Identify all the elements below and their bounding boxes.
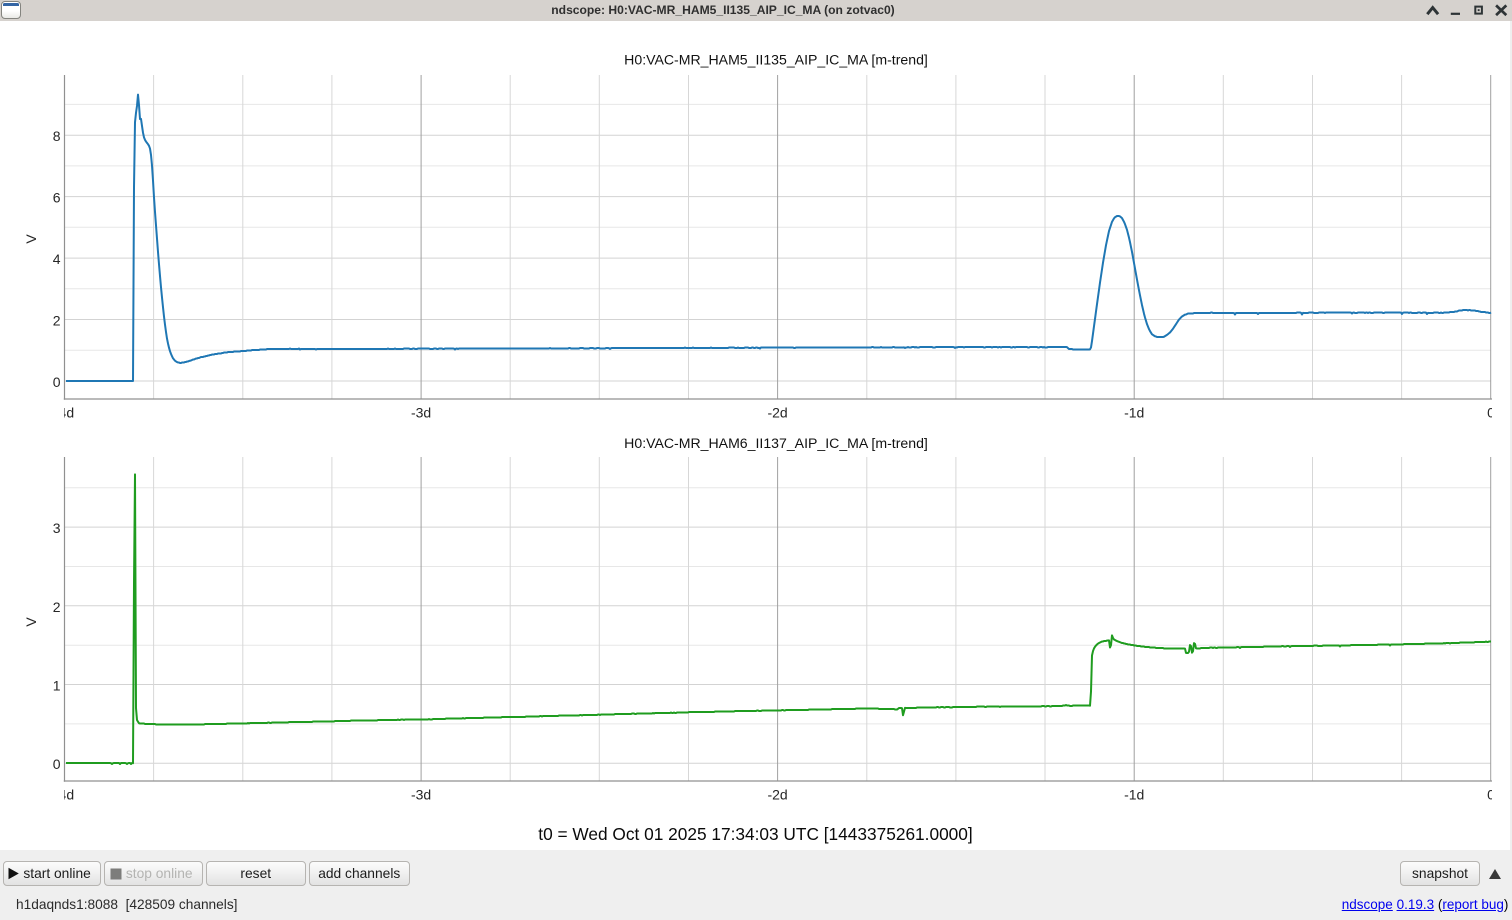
svg-text:H0:VAC-MR_HAM6_II137_AIP_IC_MA: H0:VAC-MR_HAM6_II137_AIP_IC_MA [m-trend]: [624, 435, 928, 451]
svg-text:-1d: -1d: [1124, 404, 1144, 420]
svg-text:V: V: [23, 234, 39, 244]
svg-text:0: 0: [1487, 786, 1495, 802]
svg-text:-4d: -4d: [54, 404, 74, 420]
svg-text:-4d: -4d: [54, 786, 74, 802]
svg-text:-2d: -2d: [767, 786, 787, 802]
svg-text:-1d: -1d: [1124, 786, 1144, 802]
svg-text:3: 3: [53, 520, 61, 536]
svg-text:1: 1: [53, 678, 61, 694]
svg-text:H0:VAC-MR_HAM5_II135_AIP_IC_MA: H0:VAC-MR_HAM5_II135_AIP_IC_MA [m-trend]: [624, 52, 928, 68]
svg-text:2: 2: [53, 313, 61, 329]
svg-text:0: 0: [53, 374, 61, 390]
svg-text:-3d: -3d: [411, 404, 431, 420]
svg-text:4: 4: [53, 251, 61, 267]
svg-text:-2d: -2d: [767, 404, 787, 420]
svg-text:-3d: -3d: [411, 786, 431, 802]
svg-text:0: 0: [1487, 404, 1495, 420]
svg-text:V: V: [23, 617, 39, 627]
svg-text:2: 2: [53, 599, 61, 615]
svg-text:6: 6: [53, 190, 61, 206]
svg-text:8: 8: [53, 128, 61, 144]
svg-text:t0 = Wed Oct 01 2025 17:34:03: t0 = Wed Oct 01 2025 17:34:03 UTC [14433…: [538, 824, 972, 844]
svg-text:0: 0: [53, 756, 61, 772]
